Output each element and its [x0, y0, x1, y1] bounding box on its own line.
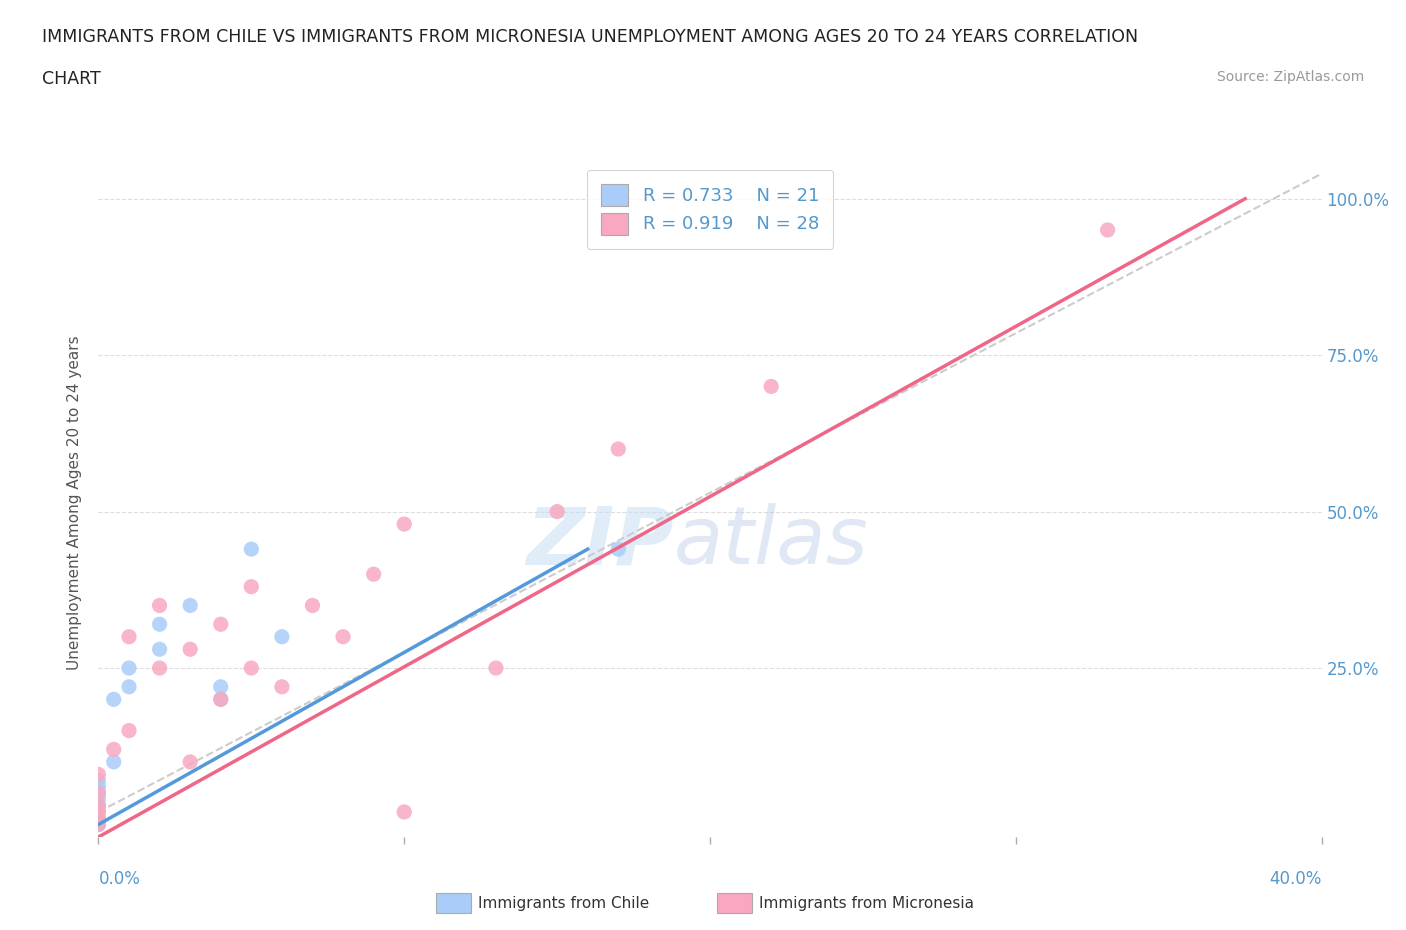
Point [392, 804, 416, 819]
Text: 40.0%: 40.0% [1270, 870, 1322, 887]
Point [87, 779, 110, 794]
Point [87, 804, 110, 819]
Point [485, 660, 508, 675]
Point [87, 817, 110, 832]
Point [332, 630, 354, 644]
Point [149, 660, 172, 675]
Point [607, 442, 630, 457]
Point [118, 630, 141, 644]
Point [118, 660, 141, 675]
Point [546, 504, 568, 519]
Point [270, 680, 292, 695]
Point [179, 642, 201, 657]
Point [103, 754, 125, 769]
Y-axis label: Unemployment Among Ages 20 to 24 years: Unemployment Among Ages 20 to 24 years [67, 335, 83, 670]
Point [87, 817, 110, 832]
Point [759, 379, 782, 394]
Point [209, 617, 232, 631]
Point [87, 804, 110, 819]
Point [87, 786, 110, 801]
Point [301, 598, 323, 613]
Legend: R = 0.733    N = 21, R = 0.919    N = 28: R = 0.733 N = 21, R = 0.919 N = 28 [586, 170, 834, 249]
Text: CHART: CHART [42, 70, 101, 87]
Point [87, 792, 110, 807]
Point [209, 692, 232, 707]
Point [607, 541, 630, 556]
Point [149, 642, 172, 657]
Point [270, 630, 292, 644]
Point [87, 798, 110, 813]
Text: Immigrants from Chile: Immigrants from Chile [478, 896, 650, 910]
Text: Immigrants from Micronesia: Immigrants from Micronesia [759, 896, 974, 910]
Text: IMMIGRANTS FROM CHILE VS IMMIGRANTS FROM MICRONESIA UNEMPLOYMENT AMONG AGES 20 T: IMMIGRANTS FROM CHILE VS IMMIGRANTS FROM… [42, 28, 1139, 46]
Point [392, 517, 416, 532]
Point [87, 767, 110, 782]
Point [1097, 222, 1119, 237]
Point [363, 566, 385, 581]
Point [149, 617, 172, 631]
Point [87, 811, 110, 826]
Text: atlas: atlas [673, 503, 868, 581]
Point [87, 786, 110, 801]
Point [87, 811, 110, 826]
Point [240, 660, 263, 675]
Point [149, 598, 172, 613]
Point [179, 754, 201, 769]
Point [87, 798, 110, 813]
Point [118, 724, 141, 738]
Text: Source: ZipAtlas.com: Source: ZipAtlas.com [1216, 70, 1364, 84]
Point [87, 773, 110, 788]
Point [240, 541, 263, 556]
Point [103, 742, 125, 757]
Text: 0.0%: 0.0% [98, 870, 141, 887]
Point [118, 680, 141, 695]
Point [179, 598, 201, 613]
Point [87, 817, 110, 832]
Text: ZIP: ZIP [526, 503, 673, 581]
Point [209, 680, 232, 695]
Point [240, 579, 263, 594]
Point [209, 692, 232, 707]
Point [103, 692, 125, 707]
